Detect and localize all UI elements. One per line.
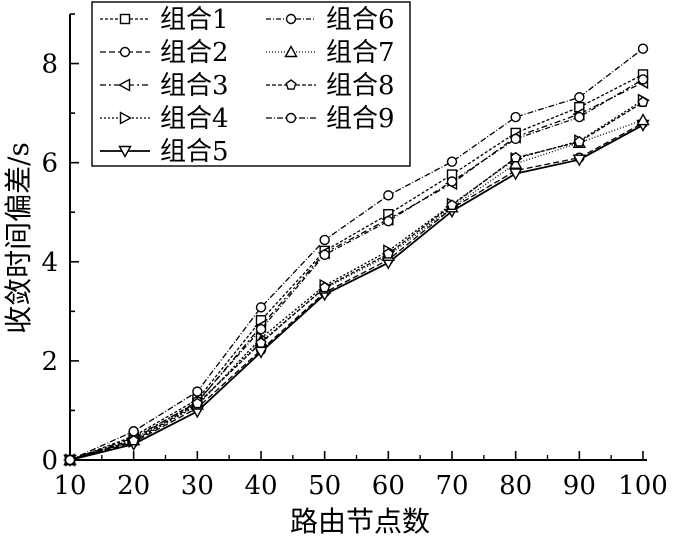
- x-tick-label: 40: [244, 471, 277, 501]
- legend-item: 组合8: [266, 71, 395, 101]
- data-point: [128, 434, 140, 446]
- legend-item: 组合1: [100, 5, 229, 35]
- data-point: [382, 247, 394, 259]
- data-point: [285, 79, 297, 90]
- x-axis-title: 路由节点数: [290, 505, 430, 537]
- data-point: [191, 397, 203, 409]
- data-point: [510, 133, 521, 145]
- legend-label: 组合4: [160, 104, 229, 134]
- x-tick-label: 100: [618, 471, 668, 501]
- x-tick-label: 10: [53, 471, 86, 501]
- series-layer: [63, 43, 650, 467]
- x-tick-label: 50: [308, 471, 341, 501]
- y-tick-label: 8: [41, 50, 58, 80]
- data-point: [118, 145, 132, 158]
- data-point: [383, 215, 394, 227]
- x-tick-label: 90: [563, 471, 596, 501]
- legend-label: 组合5: [160, 137, 229, 167]
- legend-item: 组合9: [266, 104, 395, 134]
- axes: 0 2 4 6 8 10 20 30 40 50 60 70 80 90 100: [41, 13, 668, 501]
- series-line: [69, 124, 644, 461]
- data-point: [446, 176, 458, 187]
- data-point: [255, 323, 267, 335]
- data-point: [572, 154, 587, 167]
- legend-item: 组合7: [266, 38, 395, 68]
- data-point: [319, 281, 331, 293]
- legend-item: 组合6: [266, 5, 395, 35]
- data-point: [508, 168, 523, 181]
- data-point: [383, 190, 394, 201]
- y-tick-label: 4: [41, 248, 58, 278]
- legend-box: [91, 1, 411, 167]
- legend-label: 组合6: [326, 5, 395, 35]
- x-tick-label: 60: [372, 471, 405, 501]
- y-tick-label: 0: [41, 446, 58, 476]
- series-8: [64, 96, 649, 465]
- data-point: [319, 249, 330, 261]
- data-point: [119, 111, 132, 125]
- series-5: [63, 119, 650, 467]
- legend-item: 组合2: [100, 38, 229, 68]
- data-point: [637, 74, 649, 85]
- legend-label: 组合2: [160, 38, 229, 68]
- x-tick-label: 30: [181, 471, 214, 501]
- legend-label: 组合9: [326, 104, 395, 134]
- data-point: [192, 386, 203, 397]
- data-point: [118, 78, 131, 92]
- x-tick-label: 20: [117, 471, 150, 501]
- data-point: [319, 234, 330, 246]
- data-point: [284, 45, 298, 58]
- series-line: [69, 78, 644, 461]
- data-point: [637, 96, 649, 107]
- series-9: [64, 43, 649, 466]
- series-line: [69, 101, 644, 461]
- data-point: [255, 337, 267, 348]
- data-point: [510, 111, 521, 123]
- series-7: [63, 113, 650, 466]
- data-point: [510, 151, 522, 163]
- x-tick-label: 80: [499, 471, 532, 501]
- legend-label: 组合1: [160, 5, 229, 35]
- series-line: [69, 48, 644, 461]
- data-point: [573, 135, 585, 147]
- y-tick-label: 6: [41, 149, 58, 179]
- legend-item: 组合4: [100, 104, 229, 134]
- series-line: [69, 122, 644, 461]
- data-point: [446, 199, 458, 211]
- data-point: [128, 426, 139, 437]
- legend-label: 组合3: [160, 71, 229, 101]
- data-point: [574, 92, 585, 103]
- y-axis-title: 收敛时间偏差/s: [2, 142, 35, 334]
- data-point: [508, 156, 523, 169]
- x-tick-label: 70: [435, 471, 468, 501]
- data-point: [255, 302, 267, 313]
- legend-item: 组合3: [100, 71, 229, 101]
- data-point: [64, 454, 76, 466]
- data-point: [119, 46, 131, 58]
- data-point: [574, 111, 585, 123]
- data-point: [637, 43, 649, 54]
- series-line: [69, 73, 644, 461]
- series-2: [64, 117, 649, 466]
- series-line: [69, 119, 644, 461]
- data-point: [119, 13, 131, 25]
- y-tick-label: 2: [41, 347, 58, 377]
- data-point: [285, 13, 297, 25]
- legend-label: 组合8: [326, 71, 395, 101]
- data-point: [446, 156, 458, 167]
- data-point: [285, 112, 297, 124]
- data-point: [636, 113, 650, 126]
- legend-item: 组合5: [100, 137, 229, 167]
- legend-label: 组合7: [326, 38, 395, 68]
